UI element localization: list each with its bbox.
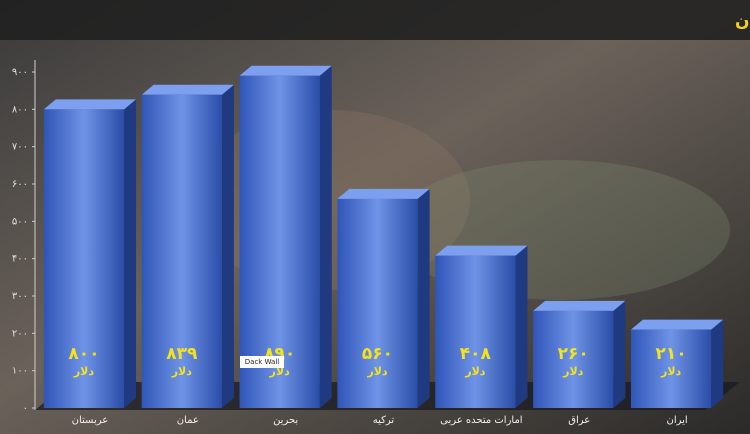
y-tick-label: ۸۰۰ bbox=[12, 104, 28, 115]
bar-top bbox=[141, 84, 234, 95]
x-tick-label: عمان bbox=[177, 415, 199, 426]
x-tick-label: امارات متحده عربی bbox=[440, 415, 522, 426]
value-label: ۵۶۰ bbox=[362, 344, 393, 364]
value-unit: دلار bbox=[562, 365, 584, 378]
y-tick-label: ۴۰۰ bbox=[12, 254, 28, 265]
y-tick-label: ۵۰۰ bbox=[12, 216, 28, 227]
y-tick-label: ۰ bbox=[23, 403, 28, 414]
bar bbox=[239, 75, 320, 408]
chart-title: مقایسه دستمزد ماهانه کارگران در کشورهای … bbox=[735, 10, 750, 31]
bar-side bbox=[515, 245, 528, 408]
y-tick-label: ۷۰۰ bbox=[12, 142, 28, 153]
x-tick-label: عراق bbox=[568, 415, 590, 426]
bar bbox=[43, 109, 125, 408]
value-unit: دلار bbox=[73, 365, 95, 378]
bar bbox=[533, 310, 614, 408]
value-unit: دلار bbox=[660, 365, 682, 378]
value-unit: دلار bbox=[464, 365, 486, 378]
x-tick-label: ایران bbox=[666, 415, 687, 426]
bar bbox=[435, 255, 516, 408]
bar-top bbox=[630, 319, 724, 330]
bar-side bbox=[221, 84, 234, 409]
watermark-box bbox=[240, 356, 284, 368]
bar-top bbox=[533, 300, 626, 311]
y-tick-label: ۶۰۰ bbox=[12, 179, 28, 190]
bar-side bbox=[417, 188, 430, 408]
bar bbox=[337, 198, 418, 408]
y-tick-label: ۱۰۰ bbox=[12, 366, 28, 377]
value-label: ۸۳۹ bbox=[166, 344, 198, 364]
x-tick-label: عربستان bbox=[72, 415, 109, 426]
value-unit: دلار bbox=[171, 365, 193, 378]
bar bbox=[141, 94, 222, 409]
bar-top bbox=[43, 99, 137, 110]
bar-top bbox=[239, 65, 332, 76]
value-label: ۲۱۰ bbox=[656, 344, 687, 364]
x-tick-label: ترکیه bbox=[373, 415, 395, 426]
value-label: ۴۰۸ bbox=[460, 344, 492, 364]
bar bbox=[630, 329, 712, 408]
y-tick-label: ۹۰۰ bbox=[12, 67, 28, 78]
bar-top bbox=[435, 245, 528, 256]
y-tick-label: ۳۰۰ bbox=[12, 291, 28, 302]
bar-side bbox=[613, 300, 626, 408]
title-bar bbox=[0, 0, 750, 40]
value-unit: دلار bbox=[366, 365, 388, 378]
bar-side bbox=[319, 65, 332, 408]
y-tick-label: ۲۰۰ bbox=[12, 328, 28, 339]
bar-top bbox=[337, 188, 430, 199]
watermark: Dack Wall bbox=[245, 358, 280, 366]
bar-side bbox=[711, 319, 724, 408]
x-tick-label: بحرین bbox=[273, 415, 298, 426]
value-label: ۲۶۰ bbox=[558, 344, 589, 364]
value-unit: دلار bbox=[269, 365, 291, 378]
bar-side bbox=[124, 99, 137, 408]
value-label: ۸۰۰ bbox=[68, 344, 99, 364]
